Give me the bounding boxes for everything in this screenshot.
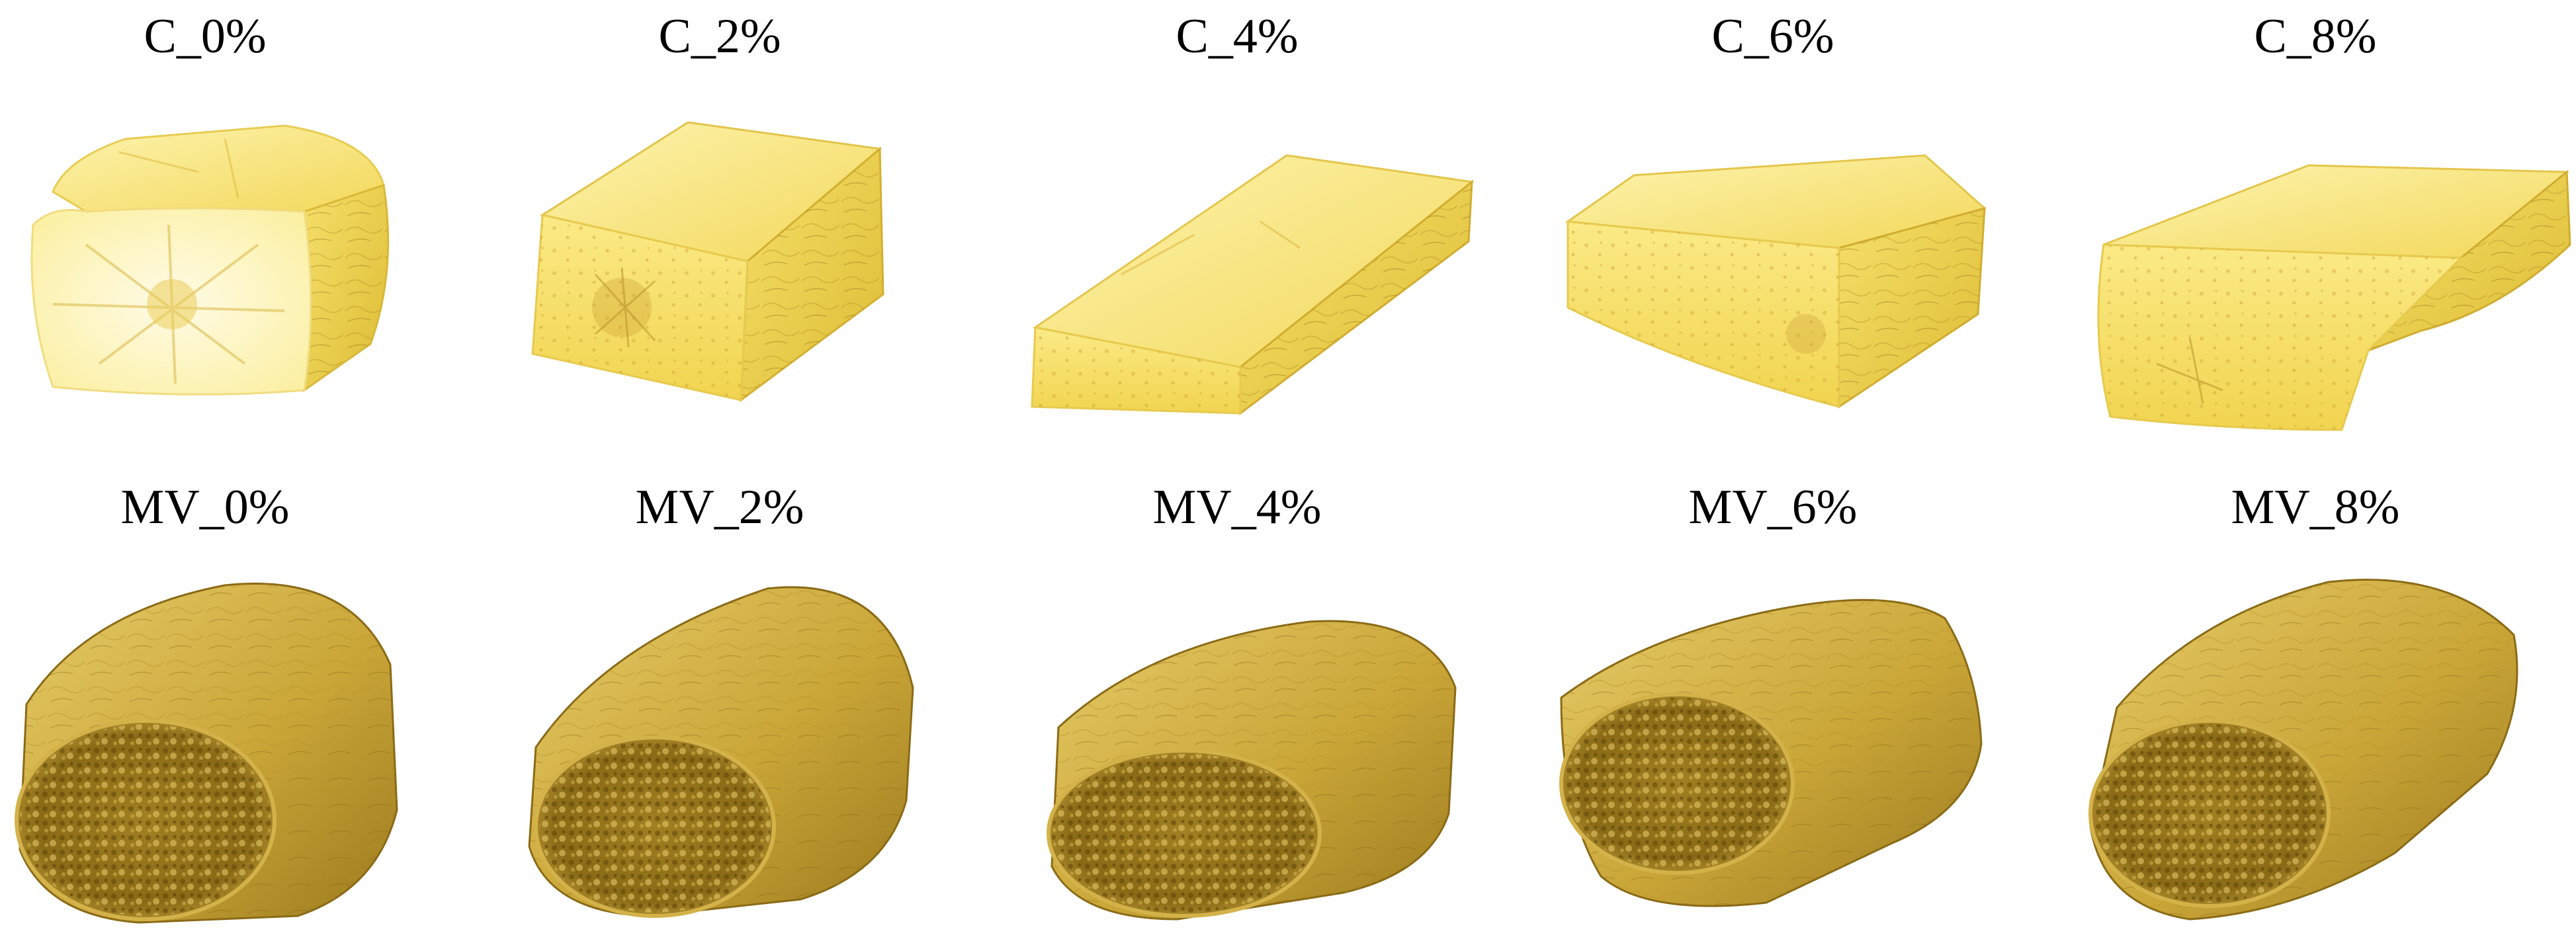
sample-label-c-2: C_2% xyxy=(658,9,781,63)
sample-image-mv-2 xyxy=(516,582,920,926)
sample-image-c-8 xyxy=(2090,152,2573,443)
sample-label-c-0: C_0% xyxy=(144,9,267,63)
sample-label-mv-8: MV_8% xyxy=(2231,480,2400,534)
sample-image-mv-6 xyxy=(1548,592,1985,923)
sample-image-mv-0 xyxy=(7,572,404,929)
sample-image-c-0 xyxy=(26,112,397,403)
sample-image-c-6 xyxy=(1555,149,2011,420)
sample-image-c-2 xyxy=(523,109,906,407)
sample-label-c-4: C_4% xyxy=(1176,9,1299,63)
sample-label-mv-6: MV_6% xyxy=(1688,480,1858,534)
sample-image-mv-4 xyxy=(1032,615,1462,926)
sample-label-c-6: C_6% xyxy=(1711,9,1834,63)
sample-label-c-8: C_8% xyxy=(2254,9,2377,63)
sample-label-mv-2: MV_2% xyxy=(635,480,804,534)
sample-label-mv-4: MV_4% xyxy=(1152,480,1322,534)
sample-image-c-4 xyxy=(1022,142,1479,420)
sample-image-mv-8 xyxy=(2077,575,2527,921)
sample-label-mv-0: MV_0% xyxy=(120,480,290,534)
